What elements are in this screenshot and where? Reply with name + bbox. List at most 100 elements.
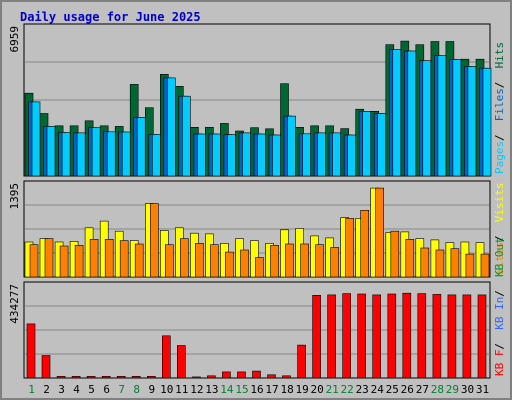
day-label-9: 9 xyxy=(148,383,155,396)
bar-kb-f-6 xyxy=(101,375,111,379)
legend-separator: / xyxy=(493,290,506,297)
bar-pages-24 xyxy=(377,113,387,177)
bar-kb-f-17 xyxy=(267,374,276,379)
day-label-1: 1 xyxy=(28,383,35,396)
day-label-30: 30 xyxy=(461,383,474,396)
bar-sites-10 xyxy=(165,244,174,278)
bar-pages-25 xyxy=(392,49,402,177)
bar-kb-f-24 xyxy=(372,294,382,379)
bar-pages-23 xyxy=(362,111,372,177)
bar-kb-f-30 xyxy=(462,294,472,379)
bar-sites-11 xyxy=(180,238,189,278)
day-label-18: 18 xyxy=(280,383,293,396)
bar-pages-16 xyxy=(257,133,266,177)
bar-pages-20 xyxy=(317,132,326,177)
day-label-27: 27 xyxy=(416,383,429,396)
bar-sites-31 xyxy=(480,253,490,278)
bar-sites-20 xyxy=(315,244,324,278)
bar-sites-16 xyxy=(255,257,264,278)
bar-pages-1 xyxy=(31,101,41,177)
day-label-5: 5 xyxy=(88,383,95,396)
axis-max-label: 434277 xyxy=(8,284,21,324)
bar-sites-2 xyxy=(44,238,54,278)
legend-hits: Hits xyxy=(493,42,506,69)
bar-sites-21 xyxy=(330,247,339,278)
day-label-10: 10 xyxy=(160,383,173,396)
bar-kb-f-13 xyxy=(207,375,216,379)
day-label-3: 3 xyxy=(58,383,65,396)
day-label-25: 25 xyxy=(386,383,399,396)
bar-sites-19 xyxy=(300,243,309,278)
bar-pages-21 xyxy=(332,132,341,177)
bar-kb-f-9 xyxy=(147,375,156,379)
day-label-4: 4 xyxy=(73,383,80,396)
bar-sites-23 xyxy=(360,210,370,278)
legend-visits: Visits xyxy=(493,182,506,222)
legend-kb-in: KB In xyxy=(493,297,506,330)
bar-pages-2 xyxy=(46,126,56,177)
chart-title: Daily usage for June 2025 xyxy=(20,10,201,24)
bar-pages-15 xyxy=(242,132,251,177)
bar-kb-f-10 xyxy=(162,335,171,379)
bar-pages-31 xyxy=(482,67,492,177)
legend-files: Files xyxy=(493,88,506,121)
bar-kb-f-18 xyxy=(282,375,291,379)
bar-sites-7 xyxy=(119,240,129,278)
bar-pages-6 xyxy=(106,131,116,177)
day-label-7: 7 xyxy=(118,383,125,396)
day-label-6: 6 xyxy=(103,383,110,396)
bar-sites-14 xyxy=(225,251,234,278)
bar-sites-29 xyxy=(450,248,460,278)
bar-kb-f-29 xyxy=(447,294,457,379)
bar-kb-f-20 xyxy=(312,294,321,379)
day-label-20: 20 xyxy=(310,383,323,396)
legend-separator: / xyxy=(493,134,506,141)
bar-pages-3 xyxy=(61,132,71,177)
bar-pages-11 xyxy=(182,95,191,177)
bar-sites-15 xyxy=(240,249,249,278)
day-label-29: 29 xyxy=(446,383,459,396)
bar-sites-5 xyxy=(89,239,99,278)
bar-pages-18 xyxy=(287,115,296,177)
bar-kb-f-14 xyxy=(222,371,231,379)
day-label-23: 23 xyxy=(356,383,369,396)
bar-pages-26 xyxy=(407,50,417,177)
day-label-21: 21 xyxy=(326,383,339,396)
day-label-31: 31 xyxy=(476,383,489,396)
bar-sites-24 xyxy=(375,187,385,278)
bar-kb-f-27 xyxy=(417,293,427,379)
day-label-26: 26 xyxy=(401,383,414,396)
bar-pages-17 xyxy=(272,134,281,177)
day-label-11: 11 xyxy=(175,383,188,396)
bar-kb-f-22 xyxy=(342,293,352,379)
day-label-12: 12 xyxy=(190,383,203,396)
legend-pages: Pages xyxy=(493,141,506,174)
bar-kb-f-28 xyxy=(432,294,442,379)
bar-pages-4 xyxy=(76,132,86,177)
axis-max-label: 1395 xyxy=(8,183,21,210)
bar-kb-f-21 xyxy=(327,294,336,379)
bar-pages-27 xyxy=(422,60,432,177)
bar-pages-13 xyxy=(212,133,221,177)
bar-pages-14 xyxy=(227,134,236,177)
day-label-14: 14 xyxy=(220,383,234,396)
bar-pages-29 xyxy=(452,59,462,177)
bar-sites-8 xyxy=(134,243,144,278)
legend-separator: / xyxy=(493,343,506,350)
bar-kb-f-1 xyxy=(26,323,36,379)
legend-kb-out: KB Out xyxy=(493,237,506,277)
bar-sites-3 xyxy=(59,245,69,278)
bar-kb-f-12 xyxy=(192,376,201,379)
axis-max-label: 6959 xyxy=(8,26,21,53)
legend-separator: / xyxy=(493,235,506,242)
bar-sites-17 xyxy=(270,245,279,278)
bar-pages-10 xyxy=(167,77,176,177)
bar-kb-f-23 xyxy=(357,293,367,379)
bar-pages-7 xyxy=(121,131,131,177)
bar-pages-9 xyxy=(152,134,161,177)
bar-sites-9 xyxy=(150,203,159,278)
legend-kb-f: KB F xyxy=(493,350,506,377)
day-label-24: 24 xyxy=(371,383,385,396)
day-label-28: 28 xyxy=(431,383,444,396)
